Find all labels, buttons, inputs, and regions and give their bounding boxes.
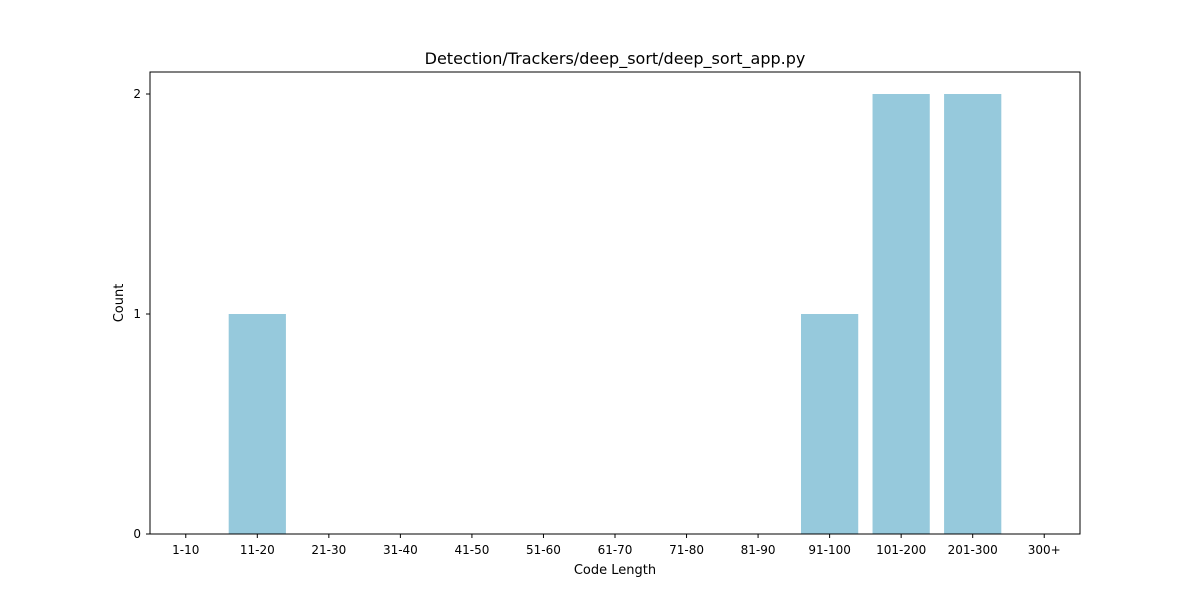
x-tick-label: 1-10 [172,543,199,557]
x-axis-label: Code Length [574,563,656,578]
bar-91-100 [801,314,859,534]
y-tick-label: 2 [133,87,141,101]
bar-11-20 [228,314,286,534]
x-tick-label: 51-60 [526,543,561,557]
ticks-layer: 1-10 11-20 21-30 31-40 41-50 51-60 61-70 71-80 8… [133,87,1060,557]
bar-201-300 [944,94,1002,534]
x-tick-label: 31-40 [383,543,418,557]
x-tick-label: 201-300 [948,543,998,557]
chart-title: Detection/Trackers/deep_sort/deep_sort_a… [425,49,806,69]
x-tick-label: 11-20 [240,543,275,557]
x-tick-label: 81-90 [741,543,776,557]
x-tick-label: 91-100 [808,543,851,557]
x-tick-label: 41-50 [454,543,489,557]
x-tick-label: 61-70 [598,543,633,557]
x-tick-label: 21-30 [311,543,346,557]
y-tick-label: 0 [133,527,141,541]
bars-layer [228,94,1002,534]
y-tick-label: 1 [133,307,141,321]
x-tick-label: 71-80 [669,543,704,557]
x-tick-label: 300+ [1028,543,1061,557]
x-tick-label: 101-200 [876,543,926,557]
y-axis-label: Count [112,284,127,323]
bar-101-200 [872,94,930,534]
plot-frame [149,71,1081,535]
